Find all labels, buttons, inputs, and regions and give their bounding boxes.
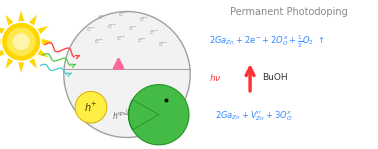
Polygon shape <box>38 49 48 57</box>
Text: $2Ga_{\dot{Z}n} + 2e^{-} + 2O_{O}^{x} + \frac{1}{2}O_{2}\ \uparrow$: $2Ga_{\dot{Z}n} + 2e^{-} + 2O_{O}^{x} + … <box>209 34 325 50</box>
Text: $e^{-}$: $e^{-}$ <box>96 13 107 22</box>
Text: Permanent Photodoping: Permanent Photodoping <box>230 7 348 17</box>
Ellipse shape <box>64 11 190 138</box>
Polygon shape <box>18 10 24 21</box>
Ellipse shape <box>12 33 30 50</box>
Polygon shape <box>129 85 189 145</box>
Text: $2Ga_{\dot{Z}n} + V^{\prime\prime}_{Zn} + 3O_{O}^{x}$: $2Ga_{\dot{Z}n} + V^{\prime\prime}_{Zn} … <box>215 110 292 123</box>
Text: $e^{-}$: $e^{-}$ <box>137 36 147 45</box>
Text: $h^{+}$: $h^{+}$ <box>84 101 98 114</box>
Text: $e^{-}$: $e^{-}$ <box>107 22 117 31</box>
Text: $e^{-}$: $e^{-}$ <box>149 28 160 37</box>
Ellipse shape <box>75 91 107 123</box>
Ellipse shape <box>2 23 40 61</box>
Ellipse shape <box>7 27 36 56</box>
Polygon shape <box>42 39 53 45</box>
Polygon shape <box>38 26 48 34</box>
Polygon shape <box>0 26 5 34</box>
Text: $h^{+}$: $h^{+}$ <box>112 110 124 122</box>
Text: $e^{-}$: $e^{-}$ <box>139 15 149 24</box>
Text: $e^{-}$: $e^{-}$ <box>116 34 126 43</box>
Text: $e^{-}$: $e^{-}$ <box>94 37 105 46</box>
Text: $e^{-}$: $e^{-}$ <box>118 10 128 19</box>
Polygon shape <box>18 62 24 73</box>
Polygon shape <box>29 58 37 69</box>
Polygon shape <box>29 15 37 25</box>
Text: $h\nu$: $h\nu$ <box>209 72 222 83</box>
Text: $e^{-}$: $e^{-}$ <box>158 40 168 49</box>
Polygon shape <box>0 49 5 57</box>
Text: BuOH: BuOH <box>262 73 288 82</box>
Polygon shape <box>5 15 13 25</box>
Polygon shape <box>5 58 13 69</box>
Text: $e^{-}$: $e^{-}$ <box>128 24 138 33</box>
Text: $e^{-}$: $e^{-}$ <box>86 25 96 34</box>
